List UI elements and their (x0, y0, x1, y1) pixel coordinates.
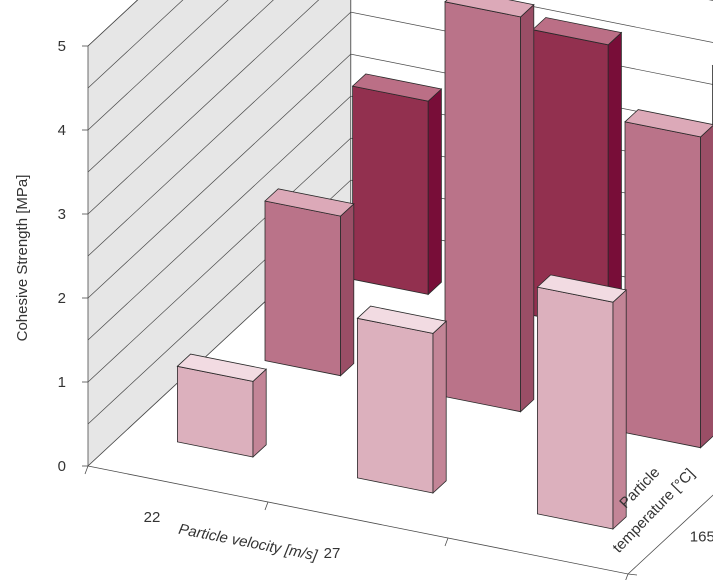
bar-top-face (531, 17, 623, 46)
depth-tick-mark (627, 573, 638, 576)
depth-tick-label: 1650 (690, 528, 713, 545)
bar-side-face (607, 31, 622, 332)
y-tick-label: 3 (58, 206, 66, 223)
bar-top-face (356, 305, 448, 334)
x-tick-label: 27 (324, 545, 341, 562)
bar-1800-22 (264, 188, 355, 377)
bars (176, 0, 713, 530)
bar-side-face (700, 124, 713, 449)
y-tick-label: 1 (58, 374, 66, 391)
bar-front-face (176, 365, 254, 458)
bar-side-face (520, 3, 535, 413)
gridline (87, 0, 713, 173)
x-tick-label: 22 (144, 509, 161, 526)
bar-side-face (432, 320, 447, 494)
bar-1950-22 (351, 73, 443, 296)
x-tick-mark (84, 465, 89, 475)
bar-side-face (427, 88, 442, 296)
gridline (87, 0, 184, 89)
bar-front-face (356, 317, 434, 494)
y-tick-label: 2 (58, 290, 66, 307)
bar-1650-32 (536, 274, 628, 530)
x-tick-mark (444, 537, 449, 547)
gridline (87, 11, 713, 257)
bar-1950-27 (531, 17, 623, 332)
tick-labels: 012345222732165018001950 (58, 38, 713, 562)
bar-front-face (352, 85, 429, 295)
bar-top-face (624, 109, 713, 138)
y-tick-label: 0 (58, 458, 66, 475)
x-axis-title: Particle velocity [m/s] (177, 521, 319, 565)
bar-1800-32 (624, 109, 713, 449)
gridlines (87, 0, 713, 425)
x-tick-mark (264, 501, 269, 511)
gridline (87, 0, 229, 131)
bar-top-face (444, 0, 535, 18)
y-tick-label: 5 (58, 38, 66, 55)
bar-1650-22 (176, 353, 268, 458)
bar-top-face (351, 73, 443, 102)
bar-front-face (264, 200, 342, 377)
bar-front-face (444, 1, 521, 413)
bar-1650-27 (356, 305, 448, 494)
bar-top-face (536, 274, 628, 303)
bar-1800-27 (444, 0, 535, 413)
y-axis-title: Cohesive Strength [MPa] (14, 175, 31, 342)
bar-side-face (340, 202, 355, 377)
y-tick-label: 4 (58, 122, 66, 139)
bar-top-face (264, 188, 355, 217)
bar-top-face (176, 353, 268, 382)
x-tick-mark (625, 573, 629, 580)
gridline (87, 0, 713, 215)
bar-side-face (252, 368, 267, 458)
bar-front-face (624, 121, 701, 449)
bar-front-face (537, 286, 614, 530)
